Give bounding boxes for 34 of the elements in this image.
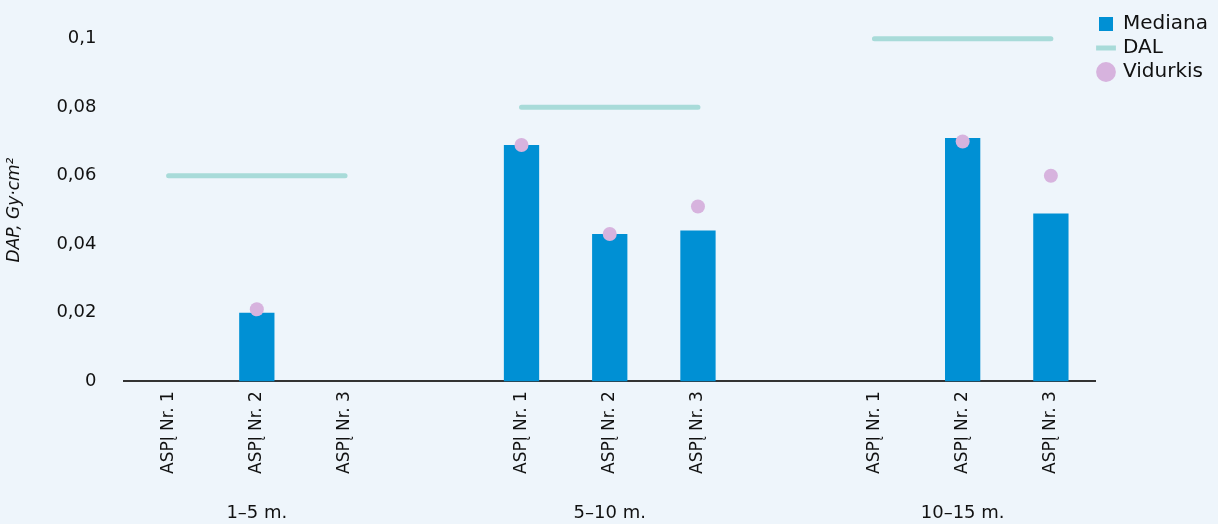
bar	[239, 312, 275, 382]
point	[690, 199, 705, 214]
x-tick-label: ASPĮ Nr. 3	[1039, 391, 1060, 474]
bar	[592, 233, 628, 382]
legend-label: DAL	[1123, 34, 1164, 59]
x-tick-label: ASPĮ Nr. 2	[245, 391, 266, 474]
legend-label: Mediana	[1123, 10, 1208, 35]
x-tick-label: ASPĮ Nr. 3	[686, 391, 707, 474]
text: 1–5 m.	[226, 500, 288, 522]
point	[249, 302, 264, 317]
bar	[680, 230, 716, 382]
x-tick-label: ASPĮ Nr. 1	[509, 391, 530, 474]
text: 10–15 m.	[920, 500, 1005, 522]
x-tick-label: ASPĮ Nr. 2	[951, 391, 972, 474]
y-tick-label: 0,1	[67, 26, 97, 48]
point	[602, 226, 617, 241]
bar	[1033, 213, 1069, 382]
point	[955, 134, 970, 149]
legend-label: Vidurkis	[1123, 58, 1203, 83]
y-tick-label: 0,06	[56, 163, 97, 185]
y-tick-label: 0	[85, 368, 97, 390]
y-axis-title: DAP, Gy·cm²	[2, 157, 23, 263]
y-tick-label: 0,08	[56, 94, 97, 116]
y-tick-label: 0,02	[56, 300, 97, 322]
x-tick-label: ASPĮ Nr. 2	[598, 391, 619, 474]
bar	[503, 144, 540, 382]
x-tick-label: ASPĮ Nr. 1	[157, 391, 178, 474]
x-tick-label: ASPĮ Nr. 3	[333, 391, 354, 474]
text: 5–10 m.	[573, 500, 646, 522]
x-tick-label: ASPĮ Nr. 1	[862, 391, 883, 474]
y-tick-label: 0,04	[56, 231, 97, 253]
point	[1043, 168, 1058, 183]
bar	[945, 138, 981, 382]
point	[514, 137, 529, 152]
